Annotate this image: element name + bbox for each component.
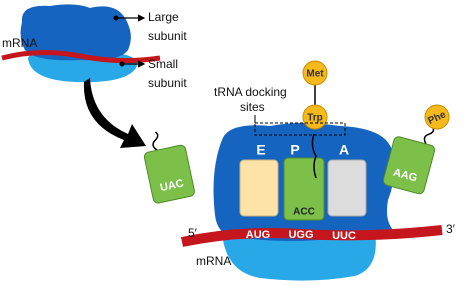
trna-stem (311, 133, 317, 179)
anticodon: UAC (159, 177, 185, 194)
mrna-label: mRNA (2, 36, 37, 50)
docking-box (254, 122, 346, 136)
anticodon: ACC (293, 207, 315, 218)
amino-acid (302, 60, 328, 86)
three-prime: 3′ (446, 222, 456, 236)
large-subunit-icon (20, 4, 131, 61)
small-subunit-label: subunit (148, 76, 187, 90)
codon: AUG (246, 229, 270, 241)
site-label: P (290, 142, 299, 158)
trna-right: AAG (382, 126, 436, 195)
large-subunit-label: Large (148, 10, 179, 24)
curved-arrow (83, 78, 146, 148)
site-label: A (339, 142, 349, 158)
docking-label: sites (240, 100, 265, 114)
codon: UGG (288, 229, 313, 241)
five-prime: 5′ (188, 226, 198, 240)
amino-acid-label: Met (306, 69, 324, 80)
trna-left: UAC (143, 131, 195, 204)
mrna-strand-icon (1, 49, 161, 64)
small-subunit-label: Small (148, 57, 178, 71)
docking-label: tRNA docking (214, 85, 287, 99)
site-label: E (256, 142, 265, 158)
large-subunit-label: subunit (148, 29, 187, 43)
e-site (239, 159, 279, 217)
codon: UUC (332, 230, 356, 242)
small-subunit (222, 232, 376, 281)
a-site (327, 159, 367, 217)
amino-acid-label: Trp (307, 113, 323, 124)
mrna-label: mRNA (196, 254, 231, 268)
amino-acid (424, 104, 450, 130)
mrna-strand (180, 225, 443, 247)
